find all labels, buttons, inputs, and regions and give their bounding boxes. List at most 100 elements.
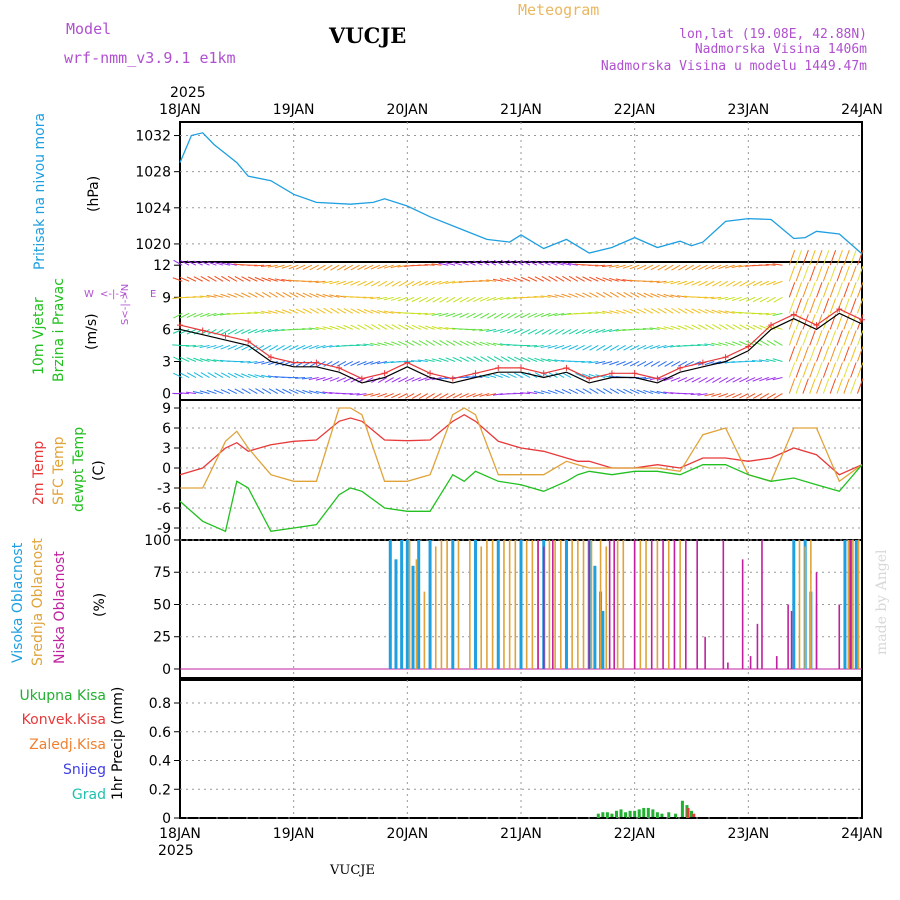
wind-arrow	[582, 276, 592, 282]
wind-arrow	[697, 344, 708, 346]
wind-arrow	[267, 310, 278, 314]
precip-bar	[596, 813, 600, 818]
wind-arrow	[795, 346, 803, 362]
wind-arrow	[533, 390, 544, 395]
wind-arrow	[561, 389, 572, 395]
wind-arrow	[623, 345, 633, 351]
wind-arrow	[383, 296, 394, 301]
wind-arrow	[698, 280, 708, 287]
wind-arrow	[336, 377, 347, 383]
wind-arrow	[432, 393, 442, 399]
wind-arrow	[718, 264, 729, 270]
wind-arrow	[711, 361, 722, 365]
wind-arrow	[822, 298, 830, 314]
wind-arrow	[816, 266, 823, 282]
wind-arrow	[206, 312, 217, 317]
wind-arrow	[630, 344, 640, 351]
wind-arrow	[302, 264, 313, 270]
wind-arrow	[459, 296, 469, 303]
wind-arrow	[589, 276, 599, 282]
pressure-ylabel: Pritisak na nivou mora	[32, 113, 48, 270]
wind-arrow	[295, 389, 306, 395]
wind-arrow	[179, 328, 190, 335]
wind-arrow	[677, 377, 688, 383]
cloud-bar	[601, 610, 605, 669]
wind-arrow	[843, 378, 850, 394]
wind-arrow	[221, 328, 231, 335]
wind-arrow	[575, 292, 585, 298]
wind-arrow	[445, 357, 456, 362]
wind-arrow	[765, 358, 776, 362]
wind-arrow	[308, 327, 319, 330]
y-tick-label: 0.2	[149, 782, 171, 798]
wind-arrow	[731, 264, 742, 269]
wind-arrow	[424, 312, 435, 316]
wind-arrow	[247, 312, 258, 314]
wind-arrow	[275, 291, 285, 298]
wind-arrow	[595, 264, 606, 267]
wind-arrow	[802, 282, 809, 298]
wind-arrow	[836, 362, 843, 378]
wind-arrow	[417, 359, 428, 362]
cloud-bar	[662, 540, 664, 669]
wind-arrow	[663, 326, 674, 330]
wind-arrow	[336, 325, 347, 330]
wind-arrow	[343, 280, 353, 286]
wind-arrow	[795, 266, 803, 282]
wind-arrow	[526, 344, 537, 347]
wind-arrow	[308, 390, 319, 395]
wind-arrow	[404, 340, 415, 346]
wind-arrow	[214, 275, 224, 282]
wind-arrow	[247, 328, 258, 334]
wind-arrow	[514, 259, 524, 266]
wind-arrow	[616, 361, 626, 366]
wind-arrow	[255, 388, 265, 395]
wind-arrow	[850, 282, 857, 298]
wind-arrow	[540, 390, 551, 395]
wind-arrow	[643, 344, 654, 350]
wind-arrow	[336, 280, 347, 285]
wind-arrow	[486, 296, 497, 302]
elevation-text: Nadmorska Visina 1406m	[695, 42, 867, 57]
wind-arrow	[616, 291, 626, 298]
wind-arrow	[199, 390, 210, 395]
wind-arrow	[582, 328, 592, 335]
wind-arrow	[609, 291, 620, 298]
wind-arrow	[492, 393, 503, 396]
wind-arrow	[856, 346, 864, 362]
cloud-bar	[451, 540, 455, 669]
wind-arrow	[568, 328, 579, 335]
wind-arrow	[562, 275, 572, 282]
wind-arrow	[540, 344, 551, 349]
wind-arrow	[248, 276, 258, 282]
pressure-unit: (hPa)	[86, 176, 102, 212]
wind-arrow	[377, 393, 388, 398]
wind-arrow	[262, 388, 272, 395]
wind-arrow	[698, 264, 708, 271]
wind-arrow	[724, 296, 735, 301]
wind-arrow	[677, 361, 688, 367]
wind-arrow	[193, 312, 203, 318]
wind-arrow	[513, 277, 524, 282]
year-label-bottom: 2025	[158, 843, 194, 859]
y-tick-label: 50	[153, 597, 171, 613]
wind-arrow	[711, 296, 722, 300]
wind-arrow	[555, 275, 565, 282]
wind-arrow	[486, 374, 497, 379]
wind-arrow	[724, 264, 735, 269]
wind-arrow	[521, 260, 531, 266]
legend-konvek: Konvek.Kisa	[22, 712, 106, 728]
cloud-bar	[650, 540, 653, 669]
time-label-top: 20JAN	[386, 102, 428, 118]
wind-arrow	[425, 325, 435, 330]
temp-unit: (C)	[91, 460, 107, 481]
cloud-bar	[440, 540, 443, 669]
wind-arrow	[704, 309, 715, 314]
wind-arrow	[363, 309, 374, 314]
wind-arrow	[589, 345, 599, 351]
wind-arrow	[795, 378, 803, 394]
wind-arrow	[684, 324, 694, 330]
wind-arrow	[582, 373, 592, 378]
wind-arrow	[670, 377, 681, 382]
wind-arrow	[452, 356, 463, 362]
